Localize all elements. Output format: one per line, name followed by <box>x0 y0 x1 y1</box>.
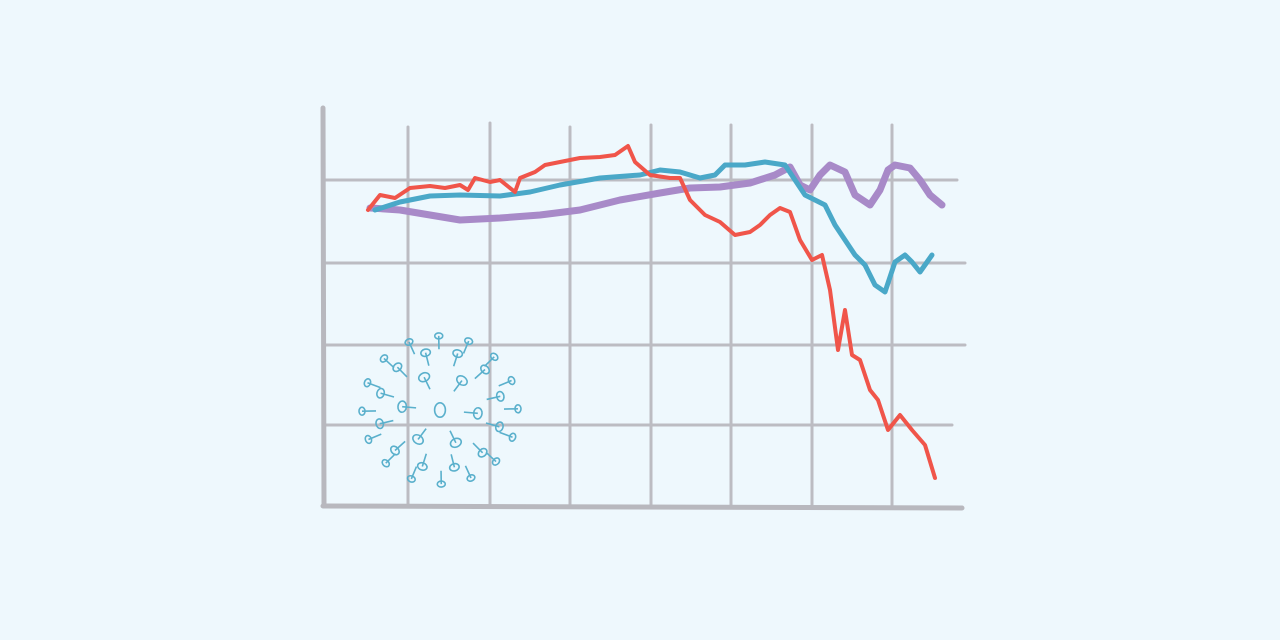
virus-knob <box>463 337 474 346</box>
virus-spike <box>379 419 394 425</box>
virus-knob <box>455 375 468 387</box>
virus-knob <box>381 458 391 468</box>
line <box>372 159 935 295</box>
virus-knob <box>449 437 463 449</box>
virus-knob <box>436 480 447 488</box>
virus-spike <box>485 422 500 428</box>
virus-spike <box>472 442 484 454</box>
virus-spike <box>450 454 456 468</box>
virus-knob <box>472 406 483 420</box>
virus-spike <box>449 430 457 444</box>
virus-spike <box>402 405 417 409</box>
virus-spike <box>463 411 478 415</box>
virus-icon <box>358 332 522 488</box>
virus-knob <box>452 349 464 359</box>
virus-knob <box>376 387 386 399</box>
x-axis <box>320 503 965 511</box>
virus-knob <box>358 406 366 416</box>
virus-knob <box>412 433 425 445</box>
virus-knob <box>489 352 499 362</box>
y-axis <box>320 105 327 509</box>
virus-knob <box>392 362 403 373</box>
virus-spike <box>421 453 428 467</box>
virus-knob <box>416 461 428 471</box>
virus-spike <box>380 392 395 398</box>
virus-knob <box>404 338 414 346</box>
virus-knob <box>433 332 444 340</box>
virus-spike <box>453 380 463 392</box>
virus-knob <box>491 457 501 466</box>
virus-knob <box>494 421 504 433</box>
virus-spike <box>452 353 459 367</box>
virus-spike <box>396 366 408 378</box>
virus-knob <box>397 400 408 414</box>
virus-knob <box>495 390 505 402</box>
virus-spike <box>394 440 406 452</box>
virus-knob <box>508 432 517 442</box>
virus-knob <box>420 348 432 358</box>
virus-knob <box>480 364 491 375</box>
virus-spike <box>423 376 431 390</box>
virus-knob <box>406 474 417 483</box>
virus-knob <box>507 375 516 386</box>
virus-knob <box>389 445 400 456</box>
virus-spike <box>424 352 430 366</box>
virus-knob <box>379 354 389 363</box>
virus-knob <box>364 434 373 445</box>
virus-knob <box>466 474 476 482</box>
virus-knob <box>477 447 488 458</box>
virus-spike <box>486 395 501 401</box>
virus-knob <box>363 378 372 388</box>
virus-spike <box>474 368 486 380</box>
virus-knob <box>514 404 522 414</box>
virus-knob <box>375 418 385 430</box>
line <box>366 144 937 480</box>
virus-spike <box>417 428 427 440</box>
virus-knob <box>448 462 460 472</box>
virus-knob <box>433 401 447 418</box>
virus-knob <box>417 371 431 383</box>
